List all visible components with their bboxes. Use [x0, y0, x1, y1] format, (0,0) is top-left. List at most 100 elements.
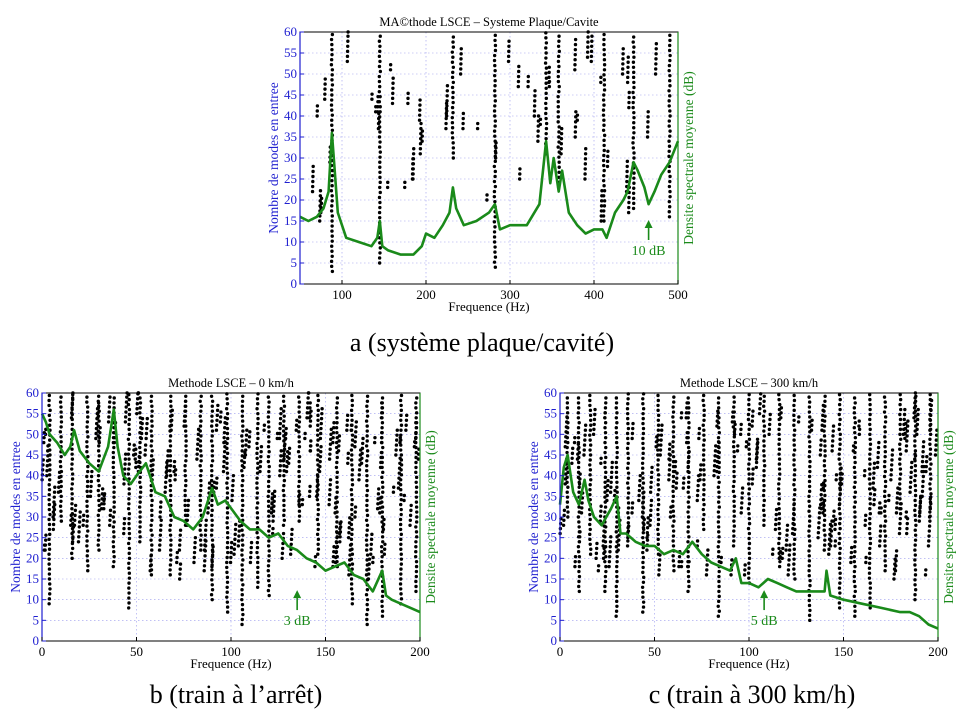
pole-point [654, 440, 659, 444]
pole-point [365, 399, 370, 403]
caption-a: a (système plaque/cavité) [349, 328, 615, 357]
pole-point [318, 436, 323, 441]
pole-point [596, 569, 601, 573]
pole-point [573, 120, 578, 124]
pole-point [420, 139, 424, 143]
pole-point [215, 423, 219, 427]
pole-point [203, 528, 208, 532]
pole-point [696, 483, 700, 488]
pole-point [398, 461, 402, 465]
pole-point [347, 521, 352, 525]
pole-point [335, 455, 339, 460]
pole-point [492, 194, 497, 199]
pole-point [138, 510, 142, 514]
pole-point [646, 120, 650, 124]
pole-point [933, 453, 938, 457]
pole-point [883, 445, 887, 449]
pole-point [306, 396, 310, 400]
pole-point [829, 529, 834, 533]
pole-point [184, 478, 188, 483]
pole-point [361, 441, 365, 446]
pole-point [414, 545, 418, 549]
pole-point [139, 431, 144, 436]
pole-point [380, 396, 385, 400]
pole-point [316, 423, 320, 427]
pole-point [868, 521, 872, 526]
pole-point [278, 421, 283, 426]
pole-point [59, 410, 63, 414]
pole-point [641, 535, 645, 540]
pole-point [608, 490, 613, 494]
pole-point [777, 467, 782, 471]
pole-point [202, 569, 206, 573]
pole-point [183, 469, 187, 473]
pole-point [414, 589, 418, 594]
pole-point [330, 83, 335, 87]
pole-point [406, 101, 410, 106]
pole-point [131, 453, 136, 457]
pole-point [70, 422, 75, 427]
pole-point [588, 408, 593, 413]
pole-point [913, 469, 917, 473]
pole-point [883, 544, 887, 548]
pole-point [631, 90, 635, 95]
pole-point [868, 581, 872, 585]
pole-point [602, 78, 607, 82]
pole-point [376, 121, 381, 126]
pole-point [730, 420, 735, 424]
pole-point [796, 420, 801, 424]
pole-point [603, 440, 607, 445]
pole-point [57, 485, 61, 489]
pole-point [85, 559, 90, 563]
pole-point [786, 573, 790, 577]
y-tick-label: 60 [26, 385, 39, 400]
pole-point [316, 438, 320, 442]
pole-point [107, 405, 112, 409]
pole-point [281, 523, 286, 527]
pole-point [897, 531, 902, 536]
pole-point [626, 402, 630, 406]
pole-point [225, 506, 230, 510]
pole-point [450, 115, 455, 120]
pole-point [671, 539, 675, 543]
pole-point [561, 523, 566, 527]
pole-point [237, 534, 241, 538]
pole-point [255, 506, 259, 510]
pole-point [588, 492, 592, 497]
pole-point [122, 531, 126, 536]
pole-point [853, 435, 858, 440]
pole-point [852, 594, 857, 599]
pole-point [255, 456, 259, 461]
pole-point [536, 114, 541, 118]
pole-point [544, 56, 548, 60]
pole-point [223, 426, 227, 430]
pole-point [297, 484, 301, 489]
pole-point [732, 499, 736, 503]
pole-point [122, 521, 126, 526]
pole-point [660, 423, 664, 427]
pole-point [347, 573, 351, 577]
pole-point [556, 94, 560, 99]
pole-point [667, 215, 672, 219]
pole-point [98, 430, 102, 435]
pole-point [715, 459, 720, 464]
pole-point [73, 518, 77, 523]
pole-point [632, 55, 636, 59]
pole-point [573, 47, 578, 52]
pole-point [817, 521, 821, 525]
pole-point [51, 527, 56, 532]
pole-point [913, 473, 918, 478]
pole-point [867, 576, 872, 580]
pole-point [852, 485, 857, 489]
pole-point [715, 469, 719, 474]
pole-point [924, 459, 929, 464]
pole-point [614, 614, 618, 618]
pole-point [853, 500, 857, 504]
pole-point [614, 530, 618, 534]
pole-point [225, 575, 230, 580]
pole-point [853, 440, 858, 445]
pole-point [225, 516, 230, 520]
pole-point [862, 473, 867, 478]
pole-point [444, 116, 448, 121]
